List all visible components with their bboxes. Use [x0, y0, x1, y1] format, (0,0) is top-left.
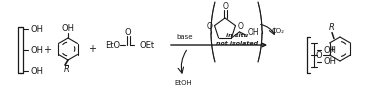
Text: O: O [315, 51, 322, 59]
Text: EtOH: EtOH [174, 80, 192, 86]
Text: +: + [88, 44, 96, 54]
Text: R: R [329, 23, 335, 32]
Text: OH: OH [31, 45, 43, 54]
Text: OH: OH [248, 28, 259, 37]
Text: O: O [222, 1, 228, 10]
Text: OH: OH [323, 57, 336, 66]
Text: O: O [207, 22, 212, 31]
Text: R: R [64, 65, 70, 74]
Text: +: + [43, 45, 51, 55]
Text: O: O [125, 27, 132, 36]
Text: EtO: EtO [105, 41, 120, 50]
Text: OEt: OEt [140, 41, 155, 50]
Text: CO₂: CO₂ [271, 28, 285, 34]
Text: in situ: in situ [226, 33, 248, 37]
Text: OH: OH [31, 66, 43, 76]
Text: OH: OH [62, 24, 74, 33]
Text: OH: OH [323, 45, 336, 54]
Text: O: O [237, 22, 243, 31]
Text: not isolated: not isolated [216, 41, 258, 45]
Text: base: base [177, 34, 193, 40]
Text: OH: OH [31, 25, 43, 33]
